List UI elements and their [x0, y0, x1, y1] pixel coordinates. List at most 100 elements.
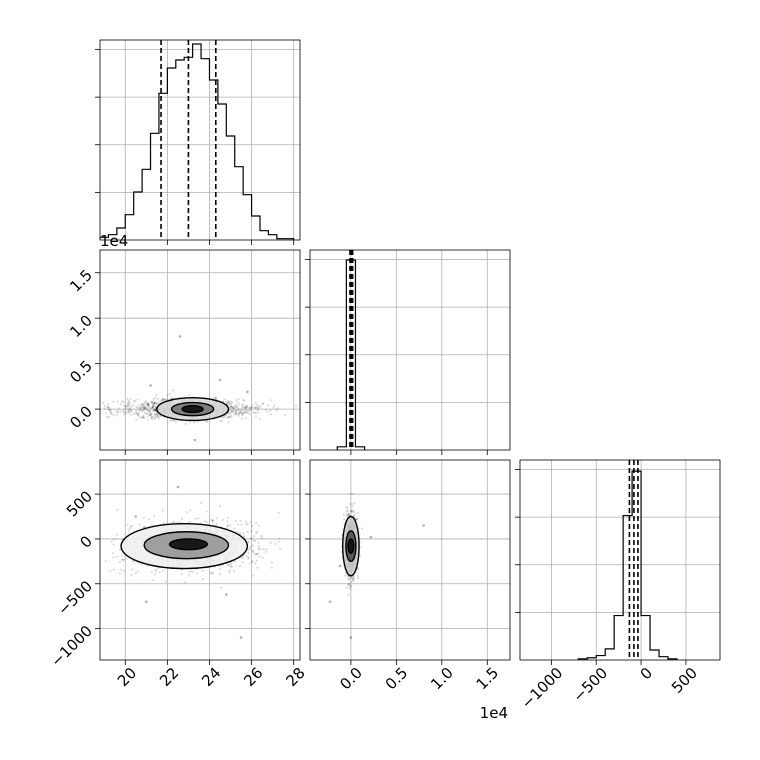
- scatter-point: [231, 405, 234, 409]
- scatter-point: [239, 411, 242, 414]
- scatter-point: [147, 403, 150, 406]
- scatter-point: [152, 403, 155, 406]
- scatter-point: [351, 505, 354, 508]
- scatter-point: [146, 418, 149, 421]
- scatter-point: [246, 411, 249, 414]
- x-tick-label: 24: [198, 664, 224, 690]
- scatter-point: [126, 397, 129, 400]
- scatter-point: [155, 414, 158, 417]
- scatter-point: [136, 406, 139, 409]
- scatter-point: [139, 416, 142, 419]
- scatter-point: [269, 413, 272, 416]
- axes-frame: [99, 459, 301, 661]
- scatter-point: [189, 569, 192, 573]
- scatter-point: [210, 519, 213, 522]
- scatter-point: [184, 422, 187, 425]
- scatter-point: [350, 581, 353, 584]
- scatter-point: [152, 409, 156, 412]
- scatter-point: [112, 543, 115, 546]
- scatter-point: [229, 400, 232, 403]
- scatter-point: [239, 519, 242, 523]
- scatter-point: [129, 397, 132, 401]
- scatter-point: [118, 407, 121, 410]
- scatter-point: [130, 410, 133, 413]
- scatter-point: [147, 404, 150, 407]
- scatter-point: [136, 570, 140, 573]
- scatter-point: [249, 409, 252, 412]
- scatter-point: [255, 403, 258, 406]
- scatter-point: [340, 551, 343, 554]
- scatter-outlier: [422, 524, 425, 527]
- scatter-point: [106, 416, 109, 419]
- scatter-point: [346, 506, 349, 509]
- scatter-point: [247, 551, 250, 555]
- scatter-point: [126, 403, 129, 406]
- scatter-point: [141, 402, 144, 405]
- scatter-point: [254, 411, 257, 415]
- scatter-point: [109, 408, 112, 411]
- scatter-point: [143, 407, 146, 410]
- panel-content: [328, 492, 425, 639]
- scatter-point: [348, 578, 351, 582]
- scatter-point: [237, 413, 240, 416]
- scatter-point: [154, 408, 157, 411]
- gridlines: [310, 460, 510, 660]
- scatter-point: [342, 513, 345, 517]
- scatter-point: [144, 407, 148, 410]
- scatter-point: [251, 524, 254, 528]
- scatter-point: [127, 529, 131, 532]
- scatter-point: [229, 405, 233, 408]
- scatter-point: [257, 411, 260, 414]
- scatter-point: [132, 404, 135, 407]
- scatter-point: [238, 408, 241, 411]
- scatter-point: [254, 415, 258, 418]
- scatter-point: [352, 575, 355, 578]
- scatter-point: [159, 415, 163, 418]
- scatter-point: [247, 557, 250, 560]
- scatter-point: [129, 525, 132, 528]
- scatter-point: [269, 541, 273, 544]
- scatter-point: [146, 402, 149, 405]
- x-tick-label: 1.5: [473, 664, 503, 694]
- x-tick-label: −500: [569, 664, 611, 706]
- scatter-point: [107, 406, 110, 409]
- scatter-outlier: [176, 485, 180, 489]
- scatter-point: [145, 405, 148, 408]
- scatter-point: [278, 537, 281, 540]
- scatter-point: [155, 393, 158, 396]
- scatter-point: [235, 412, 238, 416]
- scatter-point: [248, 412, 251, 415]
- scatter-point: [119, 403, 122, 406]
- scatter-point: [188, 420, 192, 423]
- scatter-point: [257, 545, 261, 548]
- scatter-point: [243, 399, 246, 402]
- scatter-point: [247, 556, 250, 559]
- scatter-point: [128, 401, 131, 404]
- scatter-point: [127, 408, 130, 411]
- scatter-point: [357, 576, 360, 579]
- scatter-point: [270, 566, 273, 569]
- scatter-point: [110, 413, 113, 416]
- scatter-point: [131, 525, 134, 528]
- scatter-point: [148, 518, 151, 521]
- scatter-point: [233, 413, 236, 416]
- scatter-point: [232, 570, 236, 573]
- scatter-point: [197, 517, 200, 520]
- scatter-point: [257, 524, 260, 527]
- scatter-point: [219, 565, 222, 568]
- scatter-point: [252, 574, 255, 577]
- scatter-point: [257, 405, 260, 408]
- scatter-point: [163, 398, 166, 401]
- scatter-point: [356, 517, 359, 521]
- scatter-point: [345, 510, 348, 513]
- scatter-point: [233, 405, 236, 408]
- scatter-point: [347, 593, 350, 596]
- scatter-point: [109, 570, 112, 573]
- scatter-point: [151, 415, 154, 418]
- x-tick-label: 1.0: [427, 664, 457, 694]
- scatter-point: [348, 503, 352, 506]
- scatter-point: [166, 394, 169, 397]
- scatter-point: [121, 400, 124, 403]
- scatter-point: [140, 563, 143, 566]
- scatter-point: [150, 523, 154, 527]
